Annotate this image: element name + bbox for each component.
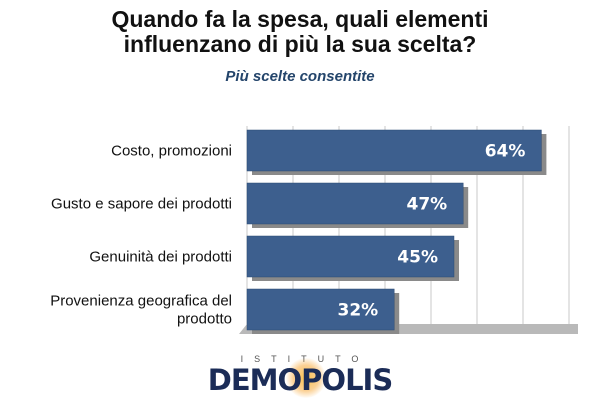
value-label-1: 47% (406, 195, 447, 215)
category-label-2: Genuinità dei prodotti (89, 249, 232, 266)
chart-subtitle: Più scelte consentite (225, 68, 375, 85)
logo-main-label: DEMOPOLIS (207, 363, 393, 397)
demopolis-logo: ISTITUTO DEMOPOLIS (0, 354, 600, 398)
bar-3 (246, 288, 395, 331)
chart-title-line-1: Quando fa la spesa, quali elementi (111, 6, 489, 32)
value-label-0: 64% (485, 142, 526, 162)
value-label-2: 45% (397, 248, 438, 268)
chart-title: Quando fa la spesa, quali elementi influ… (0, 7, 600, 57)
value-label-3: 32% (337, 301, 378, 321)
bar-chart: 64% Costo, promozioni 47% Gusto e sapore de… (50, 126, 578, 334)
category-label-1: Gusto e sapore dei prodotti (51, 196, 232, 213)
category-label-0: Costo, promozioni (111, 143, 232, 160)
logo-main-text: DEMOPOLIS (207, 358, 393, 398)
category-label-3-line-1: prodotto (177, 311, 232, 328)
bar-0 (246, 129, 542, 172)
sun-icon (286, 358, 326, 398)
bar-1 (246, 182, 464, 225)
category-label-3-line-0: Provenienza geografica del (50, 293, 232, 310)
chart-title-line-2: influenzano di più la sua scelta? (123, 31, 477, 57)
bar-2 (246, 235, 455, 278)
